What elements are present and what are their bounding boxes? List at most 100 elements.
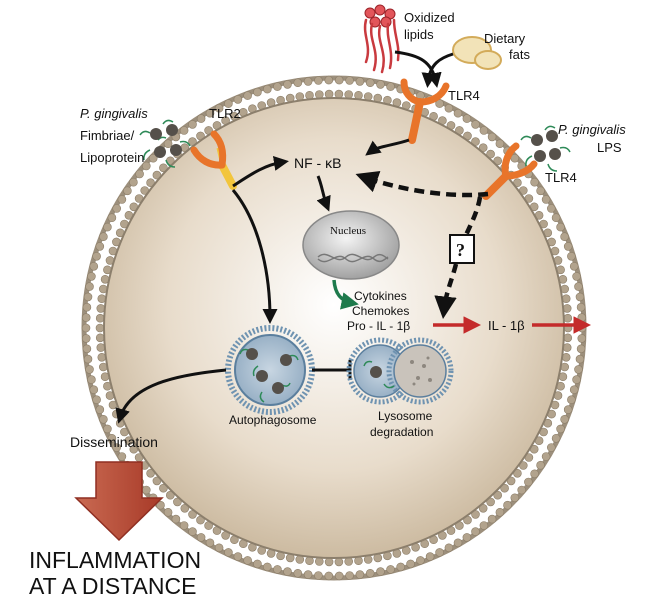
cell [81,75,587,581]
tlr4-to-question-dashed [463,196,483,236]
membrane-bead [112,204,121,213]
tlr4-top-to-nfkb-arrow [365,138,410,156]
membrane-bead [156,500,165,510]
membrane-bead [453,108,463,118]
membrane-bead [293,568,303,578]
fimbriae-label: Fimbriae/ [80,128,135,143]
membrane-bead [563,333,573,343]
membrane-bead [567,251,576,261]
membrane-bead [95,405,105,414]
membrane-bead [92,395,101,405]
oxidized-lipids-label-2: lipids [404,27,434,42]
membrane-bead [487,132,497,142]
membrane-bead [462,114,472,123]
membrane-bead [103,424,112,434]
membrane-bead [536,460,545,470]
oxidized-lipids-label-1: Oxidized [404,10,455,25]
membrane-bead [283,567,292,576]
membrane-bead [253,87,262,97]
cell-cytoplasm [103,97,565,559]
membrane-bead [334,75,344,85]
membrane-bead [324,89,334,99]
membrane-bead [572,272,581,281]
membrane-bead [416,556,425,565]
membrane-bead [386,82,395,91]
membrane-bead [173,497,182,507]
membrane-bead [574,282,583,291]
membrane-bead [575,354,585,364]
lipoprotein-label: Lipoprotein [80,150,144,165]
nfkb-label: NF - κB [294,155,341,171]
tlr4-right-label: TLR4 [545,170,577,185]
membrane-bead [283,80,292,89]
dietary-fats-label-2: fats [509,47,530,62]
membrane-bead [148,153,158,163]
membrane-bead [96,304,106,313]
nucleus-label: Nucleus [330,225,366,237]
membrane-bead [142,161,151,171]
tlr2-to-autophagosome-arrow [231,189,278,324]
membrane-bead [510,493,520,503]
membrane-bead [500,483,509,493]
membrane-bead [82,302,92,312]
autophagosome-label: Autophagosome [229,413,317,427]
membrane-bead [517,485,527,495]
membrane-bead [81,334,91,343]
tlr4-top-label: TLR4 [448,88,480,103]
membrane-bead [560,232,569,241]
p-gingivalis-right-name: P. gingivalis [558,122,626,137]
p-gingivalis-left-icon [139,119,191,168]
fats-to-tlr4-arrow [421,52,454,88]
membrane-bead [569,385,579,395]
membrane-bead [471,120,480,129]
membrane-bead [273,82,282,91]
tlr4-right-receptor-icon [482,142,538,200]
membrane-bead [293,78,303,87]
lps-label: LPS [597,140,622,155]
inflammation-label-1: INFLAMMATION [29,547,201,573]
membrane-bead [406,559,415,569]
membrane-bead [576,302,586,312]
membrane-bead [135,169,144,179]
membrane-bead [95,333,105,343]
membrane-bead [563,405,573,414]
membrane-bead [163,507,173,517]
membrane-bead [524,477,533,487]
membrane-bead [89,261,99,271]
il1b-label: IL - 1β [488,318,525,333]
membrane-bead [188,527,197,536]
autophagosome-to-dissemination-arrow [115,368,227,424]
membrane-bead [541,452,551,461]
membrane-bead [87,375,96,384]
membrane-bead [546,443,556,452]
membrane-bead [560,414,569,424]
membrane-bead [486,497,495,507]
membrane-bead [355,570,365,579]
membrane-bead [214,543,224,553]
membrane-bead [563,242,573,251]
membrane-bead [453,538,463,548]
membrane-bead [435,548,444,557]
membrane-bead [334,557,344,567]
membrane-bead [546,204,556,213]
membrane-bead [556,424,565,434]
lysosome-label-1: Lysosome [378,409,433,423]
tlr4-right-to-nfkb-dashed-arrow [355,170,489,198]
membrane-bead [81,323,91,333]
membrane-bead [444,103,454,113]
membrane-bead [324,557,334,567]
membrane-bead [345,76,354,85]
membrane-bead [99,414,108,424]
membrane-bead [493,490,503,500]
tlr4-top-receptor-icon [400,78,450,144]
membrane-bead [253,559,262,569]
membrane-bead [83,292,93,302]
membrane-bead [556,222,565,232]
chemokines-label: Chemokes [352,304,409,318]
membrane-bead [171,514,181,524]
membrane-bead [486,149,495,159]
membrane-bead [117,452,127,461]
dietary-fats-label-1: Dietary [484,31,526,46]
membrane-bead [224,99,233,108]
membrane-bead [117,195,127,204]
